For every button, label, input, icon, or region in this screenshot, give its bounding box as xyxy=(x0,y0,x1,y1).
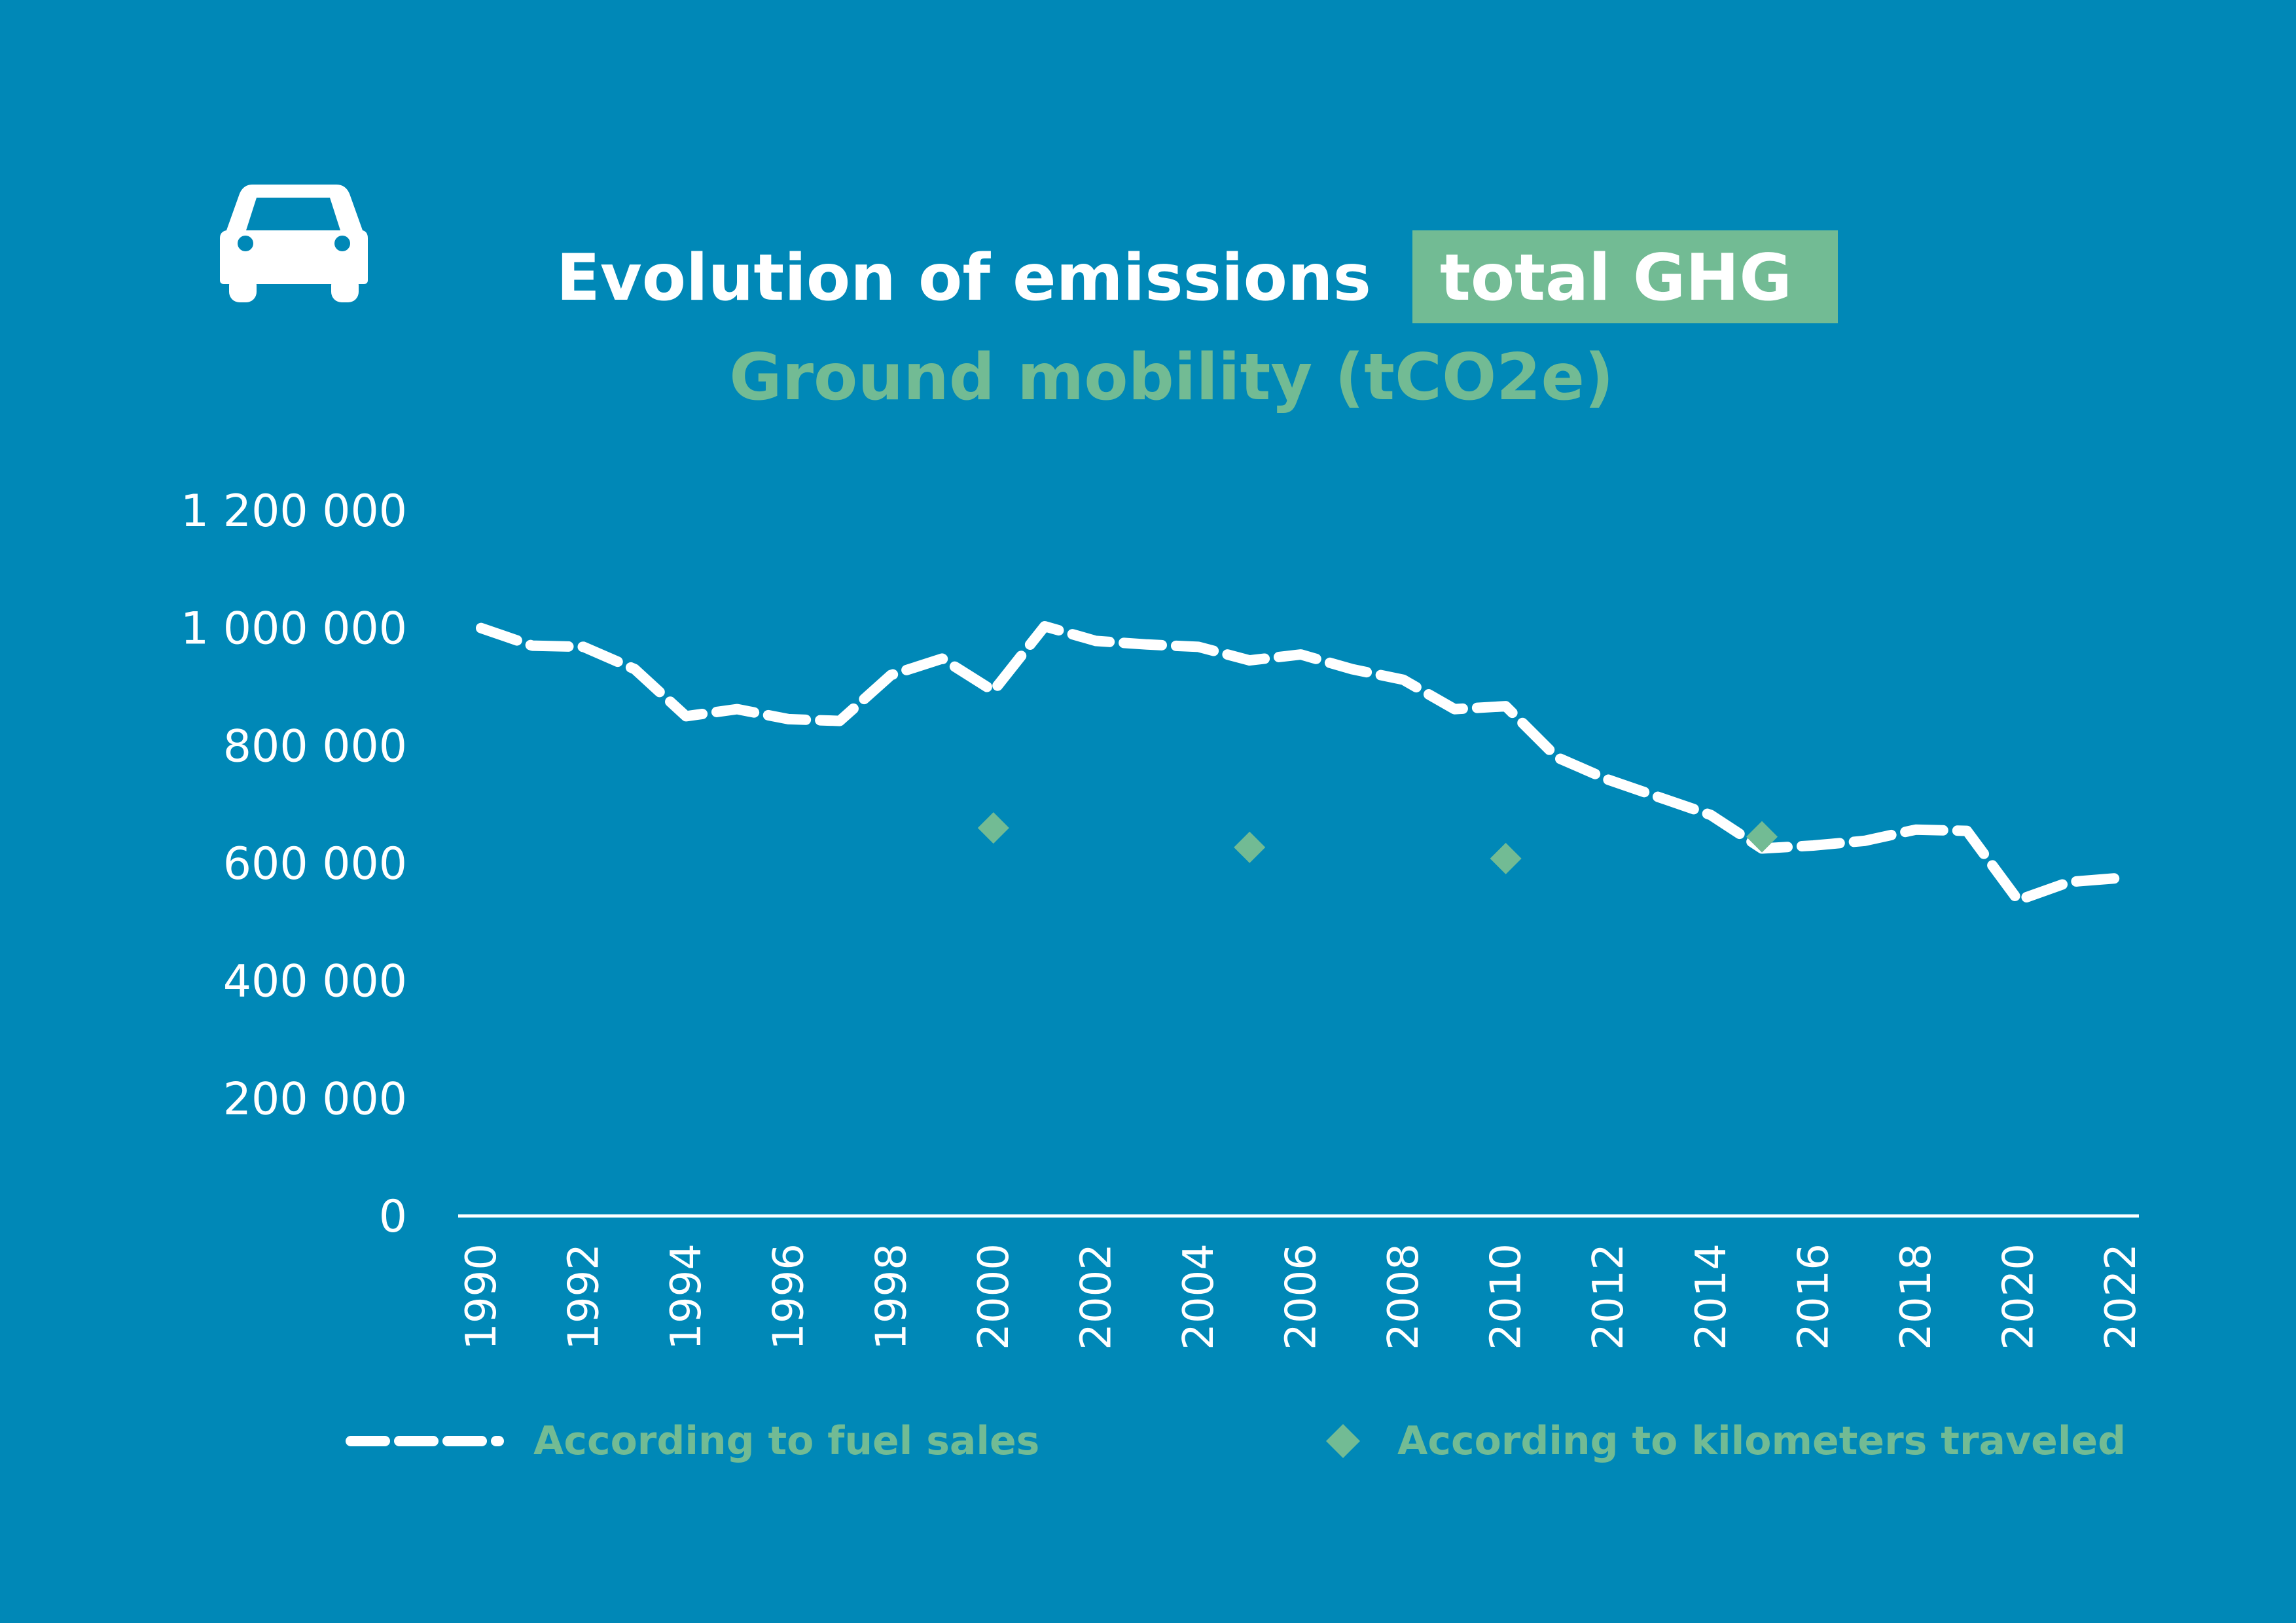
x-tick-label: 2018 xyxy=(1892,1243,1941,1350)
x-tick-label: 2004 xyxy=(1175,1243,1223,1350)
fuel-sales-point xyxy=(2069,882,2070,883)
x-axis: 1990 1992 1994 1996 1998 2000 2002 2004 2006 2008… xyxy=(457,1243,2145,1350)
y-tick-label: 600 000 xyxy=(223,838,407,890)
y-tick-label: 800 000 xyxy=(223,721,407,772)
x-tick-label: 2012 xyxy=(1585,1243,1633,1350)
y-tick-label: 0 xyxy=(379,1191,407,1243)
title-badge-background xyxy=(1412,230,1838,323)
title-badge: total GHG xyxy=(1440,241,1792,315)
chart-subtitle: Ground mobility (tCO2e) xyxy=(729,340,1613,415)
legend-label-fuel-sales: According to fuel sales xyxy=(533,1418,1039,1464)
y-axis: 0 200 000 400 000 600 000 800 000 1 000 000 1 … xyxy=(181,486,407,1243)
x-tick-label: 1996 xyxy=(765,1243,814,1350)
x-tick-label: 2006 xyxy=(1278,1243,1326,1350)
x-tick-label: 2014 xyxy=(1687,1243,1736,1350)
x-tick-label: 1990 xyxy=(457,1243,506,1350)
y-tick-label: 200 000 xyxy=(223,1073,407,1125)
legend-diamond-symbol xyxy=(1326,1424,1360,1458)
kilometers-series xyxy=(977,812,1778,874)
kilometers-diamond-point xyxy=(1234,831,1266,863)
x-tick-label: 2002 xyxy=(1072,1243,1121,1350)
y-tick-label: 1 200 000 xyxy=(181,486,407,537)
chart-title: Evolution of emissions xyxy=(556,241,1371,315)
fuel-sales-line xyxy=(476,621,2126,906)
x-tick-label: 1998 xyxy=(867,1243,916,1350)
kilometers-diamond-point xyxy=(1490,842,1522,874)
x-tick-label: 1992 xyxy=(560,1243,609,1350)
y-tick-label: 1 000 000 xyxy=(181,603,407,655)
x-tick-label: 2020 xyxy=(1994,1243,2043,1350)
y-tick-label: 400 000 xyxy=(223,956,407,1008)
fuel-sales-point xyxy=(2120,877,2121,878)
legend: According to fuel sales According to kil… xyxy=(346,1418,2126,1464)
x-tick-label: 1994 xyxy=(662,1243,711,1350)
kilometers-diamond-point xyxy=(1746,821,1778,853)
fuel-sales-series xyxy=(476,621,2126,906)
x-tick-label: 2008 xyxy=(1380,1243,1428,1350)
legend-label-kilometers: According to kilometers traveled xyxy=(1397,1418,2126,1464)
kilometers-diamond-point xyxy=(977,812,1009,844)
x-tick-label: 2010 xyxy=(1482,1243,1531,1350)
x-tick-label: 2000 xyxy=(970,1243,1018,1350)
car-icon xyxy=(220,185,368,302)
fuel-sales-point xyxy=(993,690,994,692)
x-tick-label: 2016 xyxy=(1789,1243,1838,1350)
x-tick-label: 2022 xyxy=(2097,1243,2145,1350)
